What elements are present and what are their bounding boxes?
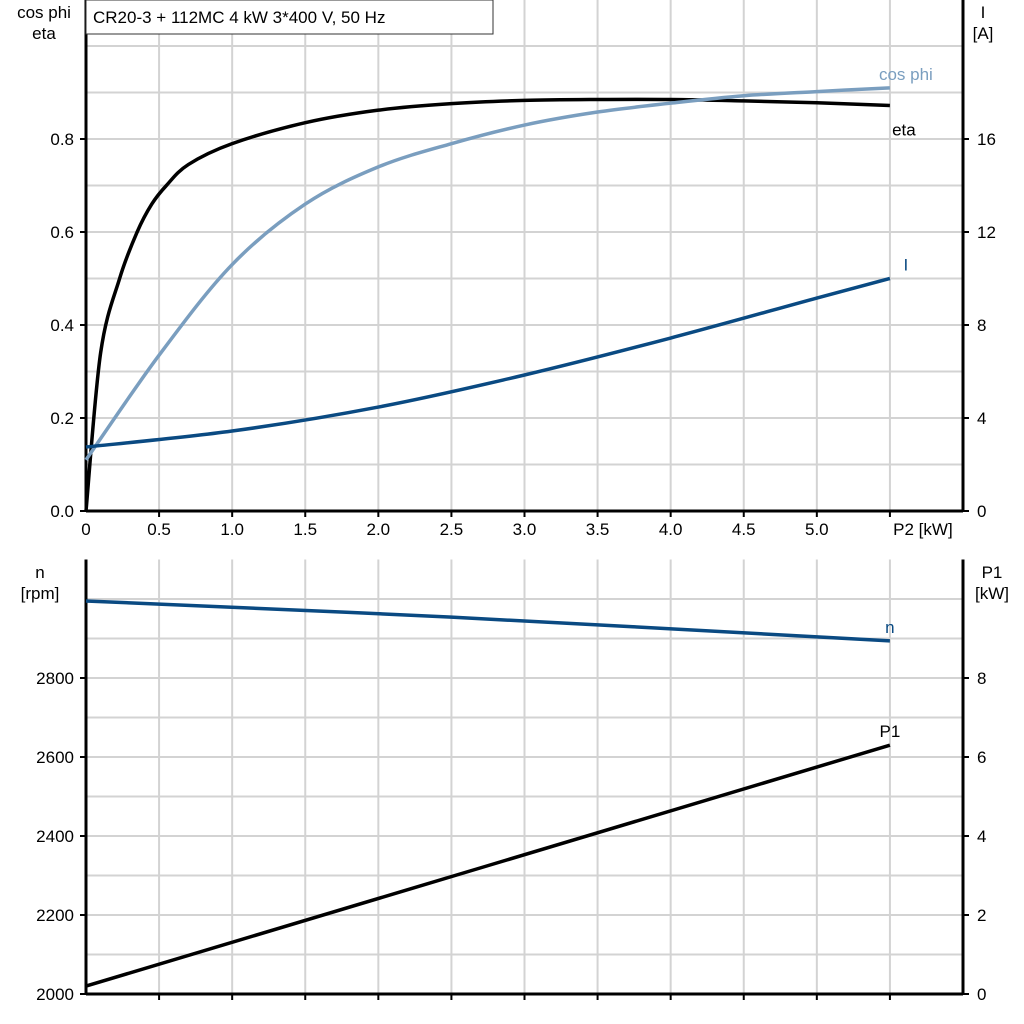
y-left-axis-label: eta [32, 24, 56, 43]
y-right-axis-label: [A] [973, 24, 994, 43]
y-left-tick-label: 2400 [36, 827, 74, 846]
x-axis-label: P2 [kW] [893, 520, 953, 539]
y-left-tick-label: 0.0 [50, 502, 74, 521]
series-line-p1 [85, 743, 891, 988]
y-left-axis-label: [rpm] [21, 584, 60, 603]
y-right-tick-label: 0 [977, 502, 986, 521]
y-right-tick-label: 8 [977, 316, 986, 335]
chart-panel-top: 0.0 0.2 0.4 0.6 0.8 0 4 8 12 16 0 0.5 1.0 1.5 2.0 2.5 3.… [17, 0, 996, 539]
y-left-tick-label: 2200 [36, 906, 74, 925]
y-right-tick-label: 16 [977, 130, 996, 149]
x-tick-label: 4.5 [732, 520, 756, 539]
x-tick-label: 1.5 [293, 520, 317, 539]
x-tick-label: 0 [81, 520, 90, 539]
series-line-cos-phi [84, 86, 891, 461]
y-left-tick-label: 2600 [36, 748, 74, 767]
chart-title-box: CR20-3 + 112MC 4 kW 3*400 V, 50 Hz [85, 0, 494, 35]
y-right-tick-label: 8 [977, 669, 986, 688]
x-tick-label: 2.0 [367, 520, 391, 539]
chart-title: CR20-3 + 112MC 4 kW 3*400 V, 50 Hz [93, 8, 385, 27]
y-left-tick-label: 0.4 [50, 316, 74, 335]
series-label-n: n [885, 618, 894, 637]
series-label-p1: P1 [880, 722, 901, 741]
y-right-tick-label: 12 [977, 223, 996, 242]
y-right-tick-label: 2 [977, 906, 986, 925]
title-box-frame [85, 0, 494, 35]
series-label-i: I [904, 256, 909, 275]
y-right-tick-label: 4 [977, 827, 986, 846]
y-left-axis-label: cos phi [17, 3, 71, 22]
y-left-tick-label: 0.2 [50, 409, 74, 428]
series-label-eta: eta [892, 121, 916, 140]
y-left-tick-label: 0.8 [50, 130, 74, 149]
x-tick-label: 0.5 [147, 520, 171, 539]
y-left-tick-label: 2800 [36, 669, 74, 688]
x-tick-label: 1.0 [220, 520, 244, 539]
y-right-axis-label: P1 [982, 563, 1003, 582]
x-tick-label: 2.5 [440, 520, 464, 539]
x-tick-label: 3.5 [586, 520, 610, 539]
y-left-tick-label: 0.6 [50, 223, 74, 242]
series-line-eta [84, 97, 890, 512]
y-left-tick-label: 2000 [36, 985, 74, 1004]
y-left-axis-label: n [35, 563, 44, 582]
x-tick-label: 5.0 [805, 520, 829, 539]
y-right-tick-label: 6 [977, 748, 986, 767]
y-right-axis-label: I [981, 3, 986, 22]
x-tick-label: 4.0 [659, 520, 683, 539]
x-tick-label: 3.0 [513, 520, 537, 539]
series-label-cos-phi: cos phi [879, 65, 933, 84]
y-right-axis-label: [kW] [975, 584, 1009, 603]
series-line-i [85, 276, 891, 449]
chart-panel-bottom: 2000 2200 2400 2600 2800 0 2 4 6 8 n [rpm] P1 [kW] n P1 [21, 559, 1009, 1004]
y-right-tick-label: 0 [977, 985, 986, 1004]
series-line-n [85, 599, 891, 643]
y-right-tick-label: 4 [977, 409, 986, 428]
